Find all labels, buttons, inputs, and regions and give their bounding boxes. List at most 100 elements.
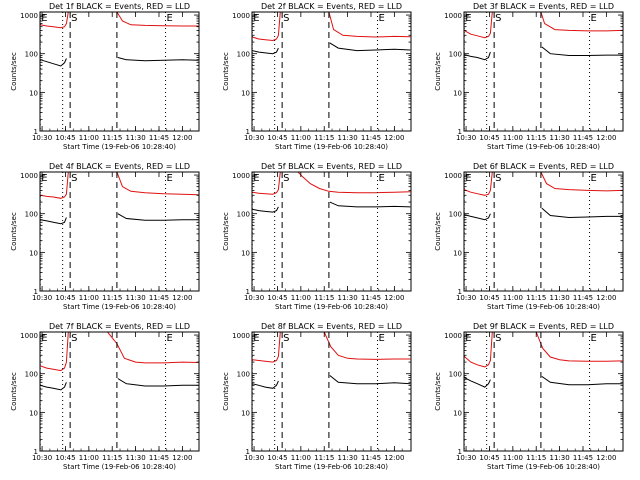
marker-label: E <box>379 333 385 344</box>
marker-label: E <box>379 13 385 24</box>
plot-frame <box>463 331 624 452</box>
marker-label: E <box>253 333 259 344</box>
panel-title: Det 4f BLACK = Events, RED = LLD <box>49 162 190 171</box>
marker-label: S <box>71 13 77 24</box>
events-series-line <box>464 207 623 221</box>
y-tick-label: 1 <box>34 448 38 456</box>
x-tick-label: 10:30 <box>456 134 476 142</box>
marker-label: E <box>465 173 471 184</box>
plot-frame <box>463 11 624 132</box>
x-tick-label: 10:30 <box>32 294 52 302</box>
events-series-line <box>40 378 199 391</box>
x-axis-label: Start Time (19-Feb-06 10:28:40) <box>275 463 388 471</box>
y-tick-label: 100 <box>237 371 250 379</box>
x-tick-label: 12:00 <box>172 454 192 462</box>
y-tick-label: 1000 <box>20 332 38 340</box>
x-tick-label: 11:30 <box>338 454 358 462</box>
plot-frame <box>39 331 200 452</box>
x-tick-label: 12:00 <box>172 294 192 302</box>
lld-series-line <box>252 172 411 195</box>
x-tick-label: 11:00 <box>503 294 523 302</box>
x-tick-label: 10:45 <box>267 294 287 302</box>
x-tick-label: 10:45 <box>479 454 499 462</box>
y-tick-label: 1 <box>34 128 38 136</box>
lld-series-line <box>464 12 623 39</box>
x-tick-label: 10:30 <box>244 454 264 462</box>
x-axis-label: Start Time (19-Feb-06 10:28:40) <box>275 143 388 151</box>
y-tick-label: 1 <box>458 288 462 296</box>
y-axis-label: Counts/sec <box>10 52 18 91</box>
events-series-line <box>464 46 623 61</box>
panel-title: Det 7f BLACK = Events, RED = LLD <box>49 322 190 331</box>
x-tick-label: 12:00 <box>384 454 404 462</box>
marker-label: S <box>283 13 289 24</box>
lld-series-line <box>40 172 199 199</box>
y-tick-label: 10 <box>453 409 462 417</box>
lld-series-line <box>40 12 199 29</box>
x-tick-label: 11:30 <box>126 454 146 462</box>
y-tick-label: 1000 <box>20 172 38 180</box>
y-tick-label: 100 <box>25 211 38 219</box>
y-tick-label: 10 <box>453 249 462 257</box>
y-tick-label: 100 <box>25 51 38 59</box>
y-tick-label: 1000 <box>232 332 250 340</box>
y-tick-label: 1000 <box>20 12 38 20</box>
marker-label: E <box>379 173 385 184</box>
events-series-line <box>40 213 199 225</box>
y-tick-label: 100 <box>25 371 38 379</box>
marker-label: E <box>591 173 597 184</box>
marker-label: E <box>591 333 597 344</box>
x-tick-label: 11:45 <box>361 294 381 302</box>
x-tick-label: 11:00 <box>291 134 311 142</box>
y-axis-label: Counts/sec <box>222 212 230 251</box>
x-tick-label: 11:15 <box>526 454 546 462</box>
x-tick-label: 11:30 <box>550 134 570 142</box>
panel-title: Det 1f BLACK = Events, RED = LLD <box>49 2 190 11</box>
panel-title: Det 9f BLACK = Events, RED = LLD <box>473 322 614 331</box>
y-axis-label: Counts/sec <box>434 212 442 251</box>
panel-title: Det 6f BLACK = Events, RED = LLD <box>473 162 614 171</box>
x-tick-label: 11:15 <box>102 294 122 302</box>
lld-series-line <box>252 332 411 363</box>
marker-label: E <box>465 13 471 24</box>
x-tick-label: 10:30 <box>456 454 476 462</box>
x-tick-label: 11:00 <box>503 134 523 142</box>
x-tick-label: 11:45 <box>573 134 593 142</box>
lld-series-line <box>464 332 623 368</box>
x-tick-label: 11:30 <box>126 294 146 302</box>
x-tick-label: 11:30 <box>550 294 570 302</box>
events-series-line <box>40 57 199 67</box>
marker-label: E <box>41 173 47 184</box>
marker-label: S <box>495 333 501 344</box>
x-tick-label: 11:30 <box>338 294 358 302</box>
x-tick-label: 11:15 <box>314 454 334 462</box>
x-tick-label: 10:45 <box>479 134 499 142</box>
x-tick-label: 12:00 <box>384 294 404 302</box>
x-tick-label: 11:45 <box>361 134 381 142</box>
plot-frame <box>463 171 624 292</box>
x-tick-label: 11:45 <box>361 454 381 462</box>
events-series-line <box>252 42 411 55</box>
x-tick-label: 10:45 <box>267 454 287 462</box>
x-tick-label: 10:45 <box>267 134 287 142</box>
x-tick-label: 11:15 <box>102 134 122 142</box>
x-tick-label: 11:15 <box>314 134 334 142</box>
y-tick-label: 10 <box>29 409 38 417</box>
x-tick-label: 11:45 <box>149 454 169 462</box>
x-axis-label: Start Time (19-Feb-06 10:28:40) <box>275 303 388 311</box>
y-tick-label: 10 <box>29 89 38 97</box>
plot-frame <box>251 171 412 292</box>
x-axis-label: Start Time (19-Feb-06 10:28:40) <box>63 143 176 151</box>
x-tick-label: 11:30 <box>550 454 570 462</box>
x-tick-label: 11:45 <box>149 134 169 142</box>
x-tick-label: 10:45 <box>55 134 75 142</box>
x-tick-label: 10:30 <box>244 134 264 142</box>
y-tick-label: 100 <box>237 51 250 59</box>
events-series-line <box>252 375 411 389</box>
y-tick-label: 1 <box>246 128 250 136</box>
